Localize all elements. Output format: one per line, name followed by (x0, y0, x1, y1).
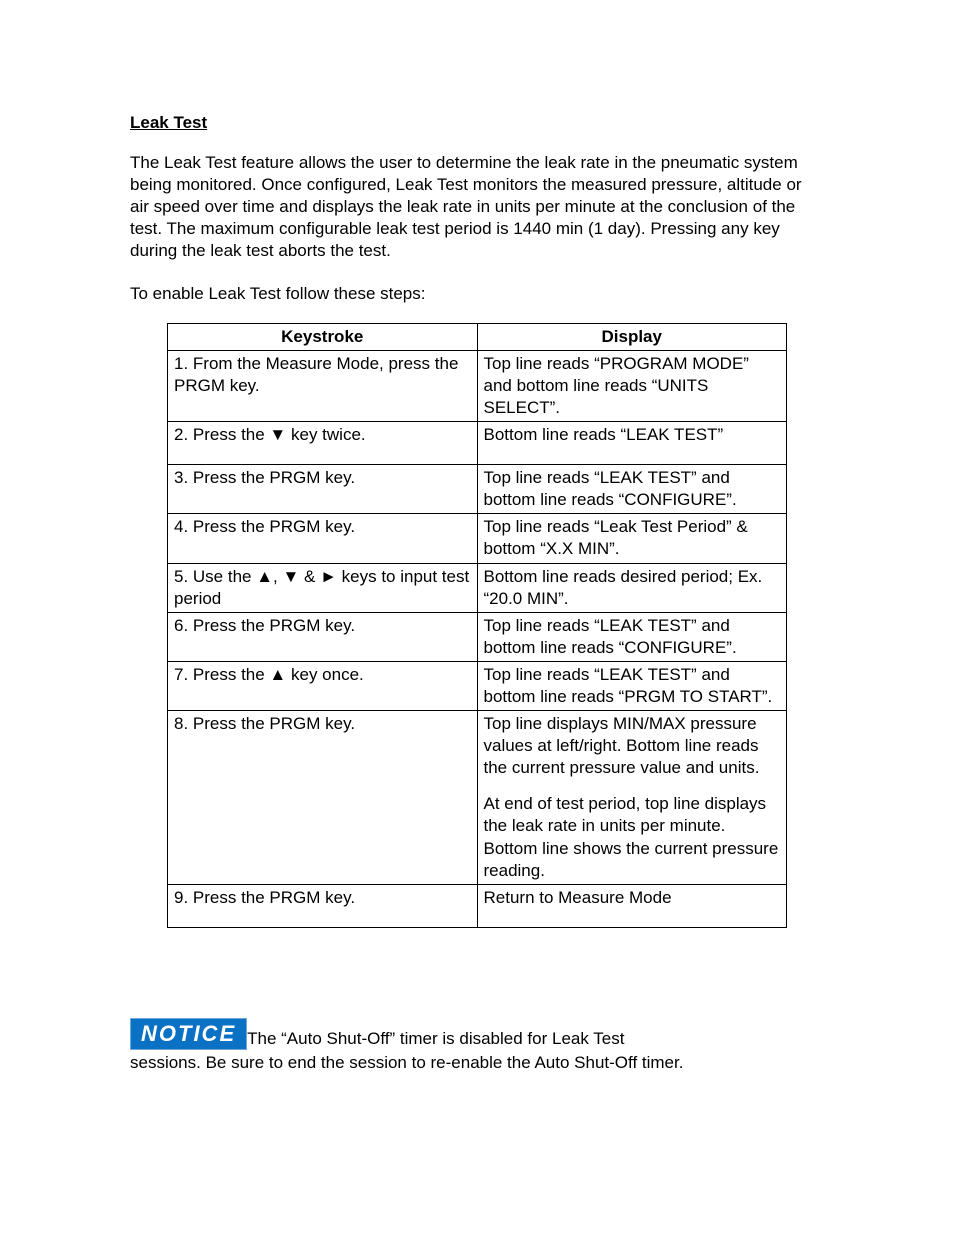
section-heading: Leak Test (130, 112, 824, 134)
keystroke-cell: 9. Press the PRGM key. (168, 884, 478, 927)
keystroke-cell: 7. Press the ▲ key once. (168, 661, 478, 710)
display-cell: Bottom line reads desired period; Ex. “2… (477, 563, 787, 612)
keystroke-cell: 4. Press the PRGM key. (168, 514, 478, 563)
keystroke-cell: 6. Press the PRGM key. (168, 612, 478, 661)
display-cell: Top line reads “Leak Test Period” & bott… (477, 514, 787, 563)
display-cell-part-b: At end of test period, top line displays… (484, 794, 779, 879)
table-row: 2. Press the ▼ key twice. Bottom line re… (168, 422, 787, 465)
enable-steps-intro: To enable Leak Test follow these steps: (130, 283, 824, 305)
document-page: Leak Test The Leak Test feature allows t… (0, 0, 954, 1235)
intro-paragraph: The Leak Test feature allows the user to… (130, 152, 824, 262)
display-cell-part-a: Top line displays MIN/MAX pressure value… (484, 714, 760, 777)
notice-block: NOTICEThe “Auto Shut-Off” timer is disab… (130, 1018, 824, 1074)
display-cell: Top line reads “PROGRAM MODE” and bottom… (477, 350, 787, 421)
display-cell: Top line reads “LEAK TEST” and bottom li… (477, 465, 787, 514)
notice-badge: NOTICE (130, 1018, 247, 1050)
table-row: 8. Press the PRGM key. Top line displays… (168, 711, 787, 885)
display-cell: Return to Measure Mode (477, 884, 787, 927)
display-cell: Bottom line reads “LEAK TEST” (477, 422, 787, 465)
notice-text-line1: The “Auto Shut-Off” timer is disabled fo… (247, 1029, 624, 1048)
keystroke-cell: 8. Press the PRGM key. (168, 711, 478, 885)
column-header-keystroke: Keystroke (168, 323, 478, 350)
display-cell: Top line reads “LEAK TEST” and bottom li… (477, 612, 787, 661)
table-row: 1. From the Measure Mode, press the PRGM… (168, 350, 787, 421)
table-header-row: Keystroke Display (168, 323, 787, 350)
display-cell: Top line displays MIN/MAX pressure value… (477, 711, 787, 885)
table-row: 9. Press the PRGM key. Return to Measure… (168, 884, 787, 927)
keystroke-cell: 1. From the Measure Mode, press the PRGM… (168, 350, 478, 421)
keystroke-cell: 5. Use the ▲, ▼ & ► keys to input test p… (168, 563, 478, 612)
leak-test-steps-table: Keystroke Display 1. From the Measure Mo… (167, 323, 787, 928)
table-row: 3. Press the PRGM key. Top line reads “L… (168, 465, 787, 514)
table-row: 6. Press the PRGM key. Top line reads “L… (168, 612, 787, 661)
keystroke-cell: 2. Press the ▼ key twice. (168, 422, 478, 465)
table-row: 7. Press the ▲ key once. Top line reads … (168, 661, 787, 710)
notice-text-line2: sessions. Be sure to end the session to … (130, 1052, 824, 1074)
table-row: 5. Use the ▲, ▼ & ► keys to input test p… (168, 563, 787, 612)
keystroke-cell: 3. Press the PRGM key. (168, 465, 478, 514)
table-row: 4. Press the PRGM key. Top line reads “L… (168, 514, 787, 563)
column-header-display: Display (477, 323, 787, 350)
display-cell: Top line reads “LEAK TEST” and bottom li… (477, 661, 787, 710)
